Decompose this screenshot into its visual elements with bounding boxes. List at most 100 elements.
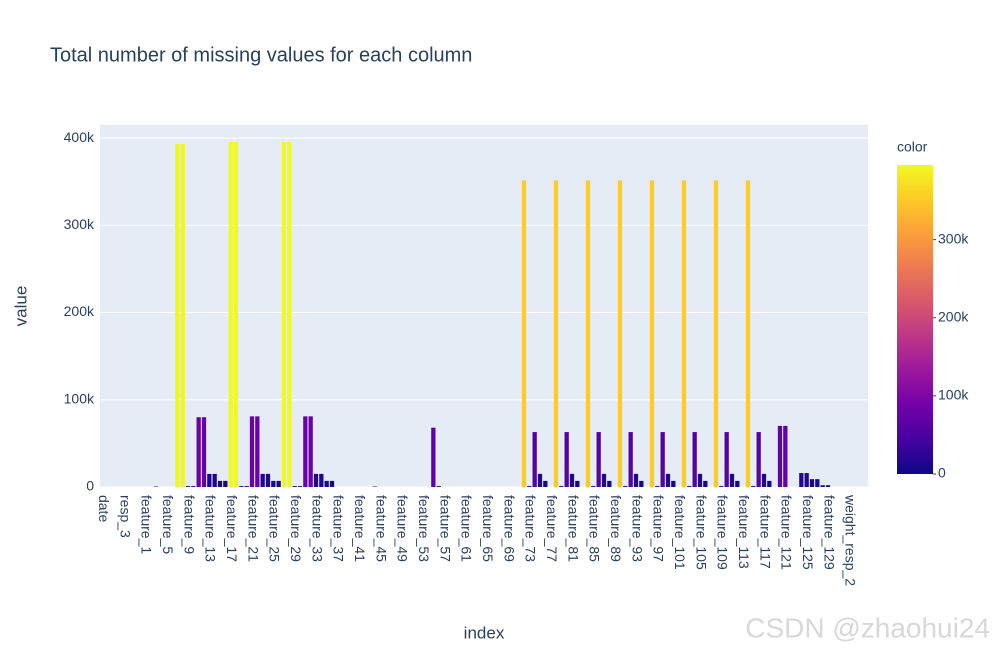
colorbar — [897, 165, 933, 474]
bar — [197, 417, 201, 487]
x-tick-label: feature_29 — [288, 495, 304, 562]
bar — [207, 474, 211, 487]
bar — [725, 432, 729, 487]
bar — [650, 180, 654, 487]
bar — [639, 481, 643, 487]
bar — [629, 432, 633, 487]
bar — [255, 416, 259, 487]
bar — [703, 481, 707, 487]
bar — [527, 486, 531, 487]
bar — [234, 142, 238, 487]
bar — [767, 481, 771, 487]
bar — [597, 432, 601, 487]
bar — [671, 481, 675, 487]
bar — [618, 180, 622, 487]
bar — [666, 474, 670, 487]
x-tick-label: feature_93 — [629, 495, 645, 562]
colorbar-tick-label: 300k — [938, 230, 969, 246]
bar — [554, 180, 558, 487]
bar — [229, 142, 233, 487]
bar — [757, 432, 761, 487]
bar — [202, 417, 206, 487]
y-tick-label: 100k — [64, 390, 95, 406]
x-tick-label: feature_129 — [821, 495, 837, 570]
bar — [271, 481, 275, 487]
bar — [714, 180, 718, 487]
bar — [543, 481, 547, 487]
bar — [623, 486, 627, 487]
bar — [799, 473, 803, 487]
bar — [821, 485, 825, 487]
x-tick-label: feature_37 — [331, 495, 347, 562]
bar — [293, 486, 297, 487]
x-tick-label: feature_65 — [480, 495, 496, 562]
bar — [693, 432, 697, 487]
bar — [250, 416, 254, 487]
bar — [319, 474, 323, 487]
bar — [602, 474, 606, 487]
x-tick-label: feature_77 — [544, 495, 560, 562]
x-tick-label: feature_81 — [565, 495, 581, 562]
bar — [277, 481, 281, 487]
x-tick-label: feature_89 — [608, 495, 624, 562]
bar — [303, 416, 307, 487]
bar — [239, 486, 243, 487]
x-tick-label: feature_61 — [459, 495, 475, 562]
x-tick-label: feature_1 — [139, 495, 155, 554]
x-tick-label: feature_117 — [757, 495, 773, 569]
x-tick-label: feature_109 — [715, 495, 731, 570]
bar — [287, 142, 291, 487]
x-axis-title: index — [464, 623, 505, 642]
bar — [778, 426, 782, 487]
x-tick-label: feature_17 — [224, 495, 240, 562]
bar — [719, 486, 723, 487]
x-tick-label: feature_33 — [309, 495, 325, 562]
bar — [810, 479, 814, 487]
watermark: CSDN @zhaohui24 — [745, 612, 990, 643]
x-tick-label: date — [96, 495, 112, 522]
y-tick-label: 300k — [64, 216, 95, 232]
y-tick-label: 0 — [86, 478, 94, 494]
bar — [191, 486, 195, 487]
bar — [655, 486, 659, 487]
bar — [330, 481, 334, 487]
chart-title: Total number of missing values for each … — [50, 44, 472, 66]
x-tick-label: feature_101 — [672, 495, 688, 570]
bar — [586, 180, 590, 487]
bar — [245, 486, 249, 487]
bar — [591, 486, 595, 487]
bar — [783, 426, 787, 487]
x-tick-label: feature_25 — [267, 495, 283, 562]
plot-background — [100, 125, 868, 487]
bar — [575, 481, 579, 487]
x-tick-label: feature_125 — [800, 495, 816, 570]
x-tick-label: feature_41 — [352, 495, 368, 562]
bar — [431, 428, 435, 487]
bar — [762, 474, 766, 487]
bar — [607, 481, 611, 487]
bar — [181, 144, 185, 487]
bar — [309, 416, 313, 487]
x-tick-label: feature_53 — [416, 495, 432, 562]
x-tick-label: feature_121 — [779, 495, 795, 570]
x-tick-label: feature_5 — [160, 495, 176, 554]
bar — [298, 486, 302, 487]
bar — [735, 481, 739, 487]
bar — [826, 485, 830, 487]
bar — [261, 474, 265, 487]
bar — [698, 474, 702, 487]
x-tick-label: feature_85 — [587, 495, 603, 562]
y-axis-title: value — [11, 286, 30, 327]
x-tick-label: feature_49 — [395, 495, 411, 562]
bar — [687, 486, 691, 487]
x-tick-label: feature_69 — [501, 495, 517, 562]
bar — [746, 180, 750, 487]
bar — [223, 481, 227, 487]
bar — [213, 474, 217, 487]
bar — [325, 481, 329, 487]
bar — [570, 474, 574, 487]
x-tick-label: feature_9 — [181, 495, 197, 554]
bar — [538, 474, 542, 487]
x-tick-label: feature_105 — [693, 495, 709, 570]
bar — [314, 474, 318, 487]
